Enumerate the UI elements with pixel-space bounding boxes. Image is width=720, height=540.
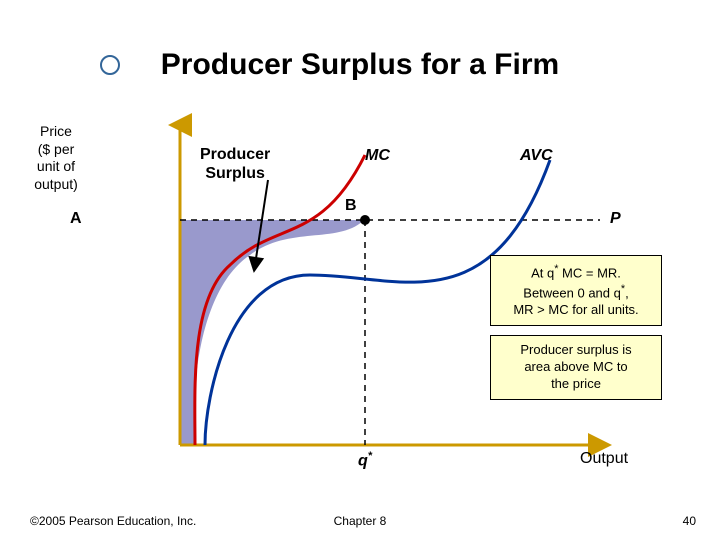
q-star-text: q (358, 452, 368, 469)
slide-title: Producer Surplus for a Firm (0, 48, 720, 82)
footer-chapter: Chapter 8 (0, 514, 720, 528)
producer-surplus-label: ProducerSurplus (200, 145, 270, 183)
chart: Price($ perunit ofoutput) ProducerSurplu… (90, 115, 630, 475)
point-p: P (610, 210, 621, 228)
q-star-label: q* (358, 450, 372, 470)
point-a: A (70, 210, 82, 228)
x-axis-label: Output (580, 450, 628, 468)
avc-label: AVC (520, 147, 553, 165)
mc-label: MC (365, 147, 390, 165)
y-axis-label: Price($ perunit ofoutput) (28, 123, 84, 193)
note-1: At q* MC = MR.Between 0 and q*,MR > MC f… (490, 255, 662, 326)
point-b: B (345, 197, 357, 215)
footer-page: 40 (683, 514, 696, 528)
note-2: Producer surplus isarea above MC tothe p… (490, 335, 662, 400)
